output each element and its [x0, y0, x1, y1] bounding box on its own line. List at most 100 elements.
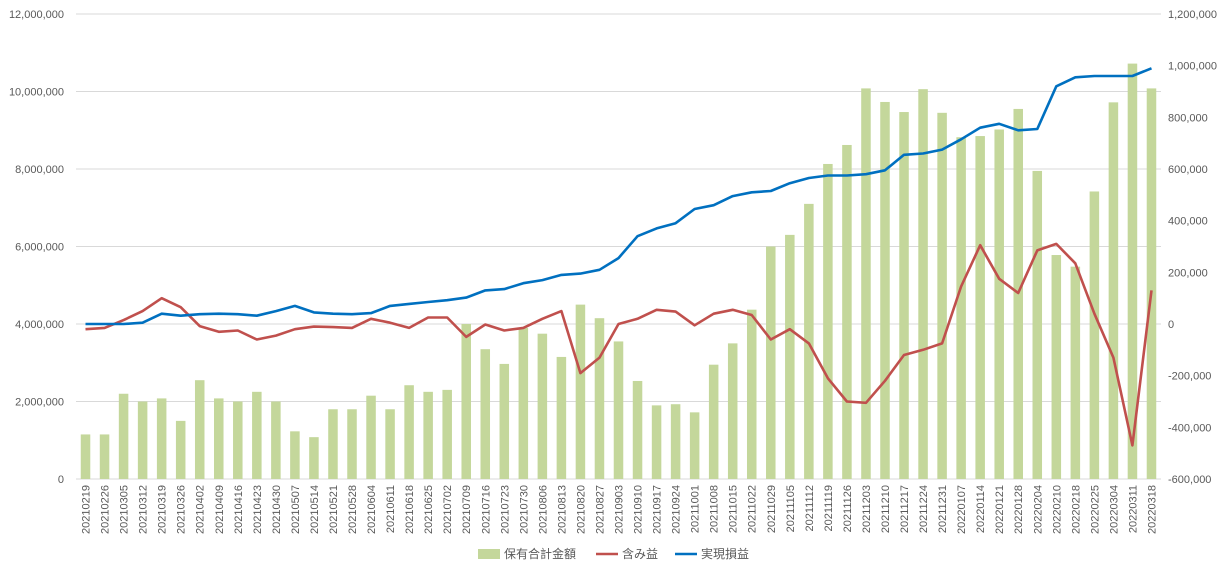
right-tick-label: -600,000 [1168, 474, 1211, 486]
x-tick-label: 20211119 [823, 485, 835, 532]
x-tick-label: 20220304 [1108, 485, 1120, 534]
bar [1070, 266, 1081, 479]
x-tick-label: 20211126 [842, 485, 854, 532]
right-tick-label: 400,000 [1168, 216, 1208, 228]
x-tick-label: 20210402 [195, 485, 207, 534]
bar-series-holdings [80, 63, 1157, 480]
x-tick-label: 20210312 [138, 485, 150, 534]
bar [137, 401, 148, 479]
bar [937, 112, 947, 479]
bar [518, 327, 529, 479]
bar [651, 405, 662, 479]
bar [442, 389, 452, 479]
x-tick-label: 20211210 [880, 485, 892, 533]
left-tick-label: 10,000,000 [9, 87, 64, 99]
bar [118, 393, 129, 479]
left-tick-label: 6,000,000 [15, 242, 64, 254]
x-tick-label: 20210423 [252, 485, 264, 534]
bar [823, 163, 833, 479]
bar [575, 304, 586, 479]
x-tick-label: 20210625 [423, 485, 435, 534]
x-tick-label: 20210319 [157, 485, 169, 534]
bar [461, 324, 471, 479]
x-tick-label: 20210917 [652, 485, 664, 534]
x-tick-label: 20210903 [614, 485, 626, 534]
bar [556, 356, 567, 479]
left-axis-ticks: 0 2,000,000 4,000,000 6,000,000 8,000,000 10,… [9, 9, 64, 486]
x-tick-label: 20220204 [1032, 485, 1044, 534]
left-tick-label: 2,000,000 [15, 397, 64, 409]
x-tick-label: 20210910 [633, 485, 645, 534]
x-tick-label: 20210723 [499, 485, 511, 534]
bar [861, 88, 871, 480]
right-tick-label: 800,000 [1168, 112, 1208, 124]
x-tick-label: 20211217 [899, 485, 911, 533]
x-axis-ticks: 20210219 20210226 20210305 20210312 20210319… [81, 485, 1159, 534]
x-tick-label: 20210305 [119, 485, 131, 534]
legend-label: 実現損益 [701, 546, 749, 561]
legend-label: 保有合計金額 [504, 546, 576, 561]
x-tick-label: 20210521 [328, 485, 340, 534]
x-tick-label: 20211015 [728, 485, 740, 533]
line-unrealized-gain [85, 242, 1153, 447]
bar [404, 385, 414, 479]
x-tick-label: 20220121 [994, 485, 1006, 534]
x-tick-label: 20210806 [537, 485, 549, 534]
line-series [85, 67, 1153, 447]
x-tick-label: 20210924 [671, 485, 683, 534]
bar [214, 398, 224, 479]
left-tick-label: 4,000,000 [15, 319, 64, 331]
bar [899, 112, 909, 479]
bar [1108, 102, 1119, 479]
x-tick-label: 20210709 [461, 485, 473, 534]
left-tick-label: 8,000,000 [15, 164, 64, 176]
bar [271, 401, 281, 479]
x-tick-label: 20211224 [918, 485, 930, 533]
x-tick-label: 20210827 [594, 485, 606, 534]
bar [727, 343, 738, 479]
x-tick-label: 20211022 [747, 485, 759, 533]
x-tick-label: 20210820 [575, 485, 587, 534]
bar [956, 137, 966, 479]
bar [537, 333, 548, 479]
bar [670, 404, 681, 479]
bar [366, 395, 376, 479]
left-tick-label: 0 [58, 474, 64, 486]
bar [385, 409, 395, 479]
x-tick-label: 20210326 [176, 485, 188, 534]
x-tick-label: 20211105 [785, 485, 797, 532]
x-tick-label: 20211231 [937, 485, 949, 533]
bar [233, 401, 243, 479]
x-tick-label: 20210219 [81, 485, 93, 534]
x-tick-label: 20210702 [442, 485, 454, 534]
x-tick-label: 20220311 [1127, 485, 1139, 533]
x-tick-label: 20210730 [518, 485, 530, 534]
bar [290, 431, 300, 479]
x-tick-label: 20211008 [709, 485, 721, 533]
x-tick-label: 20220318 [1146, 485, 1158, 534]
bar [613, 341, 624, 479]
right-tick-label: 200,000 [1168, 267, 1208, 279]
x-tick-label: 20220210 [1051, 485, 1063, 534]
bar [328, 409, 338, 479]
bar [975, 136, 985, 479]
right-tick-label: 1,000,000 [1168, 61, 1217, 73]
x-tick-label: 20220218 [1070, 485, 1082, 534]
x-tick-label: 20210430 [271, 485, 283, 534]
bar [842, 144, 852, 479]
x-tick-label: 20210409 [214, 485, 226, 534]
right-tick-label: -400,000 [1168, 422, 1211, 434]
x-tick-label: 20210618 [404, 485, 416, 534]
x-tick-label: 20211203 [861, 485, 873, 533]
bar [194, 380, 205, 479]
right-tick-label: 600,000 [1168, 164, 1208, 176]
bar [1032, 170, 1043, 479]
x-tick-label: 20210604 [366, 485, 378, 534]
bar [309, 437, 319, 479]
x-tick-label: 20220114 [975, 485, 987, 533]
bar [252, 391, 262, 479]
bar [1127, 63, 1138, 479]
x-tick-label: 20220225 [1089, 485, 1101, 534]
right-axis-ticks: -600,000 -400,000 -200,000 0 200,000 400,000 6… [1168, 9, 1217, 486]
